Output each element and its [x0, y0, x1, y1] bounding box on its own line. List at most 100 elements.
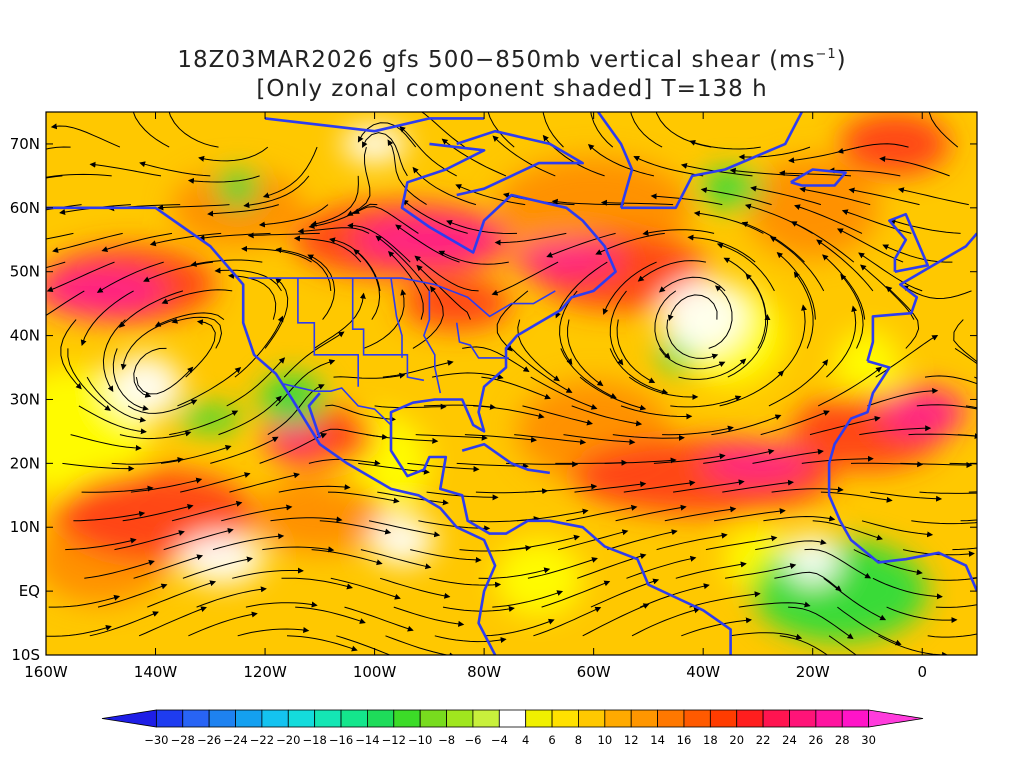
streamline: [333, 372, 406, 379]
streamline: [952, 547, 977, 551]
streamline: [46, 261, 115, 293]
colorbar-label: −22: [250, 733, 274, 747]
coastline: [827, 359, 977, 592]
streamline: [546, 232, 616, 258]
streamline: [658, 276, 726, 293]
streamline: [247, 232, 320, 239]
streamline: [574, 481, 647, 493]
streamline: [46, 624, 112, 637]
streamline: [207, 204, 279, 217]
streamline: [687, 234, 756, 263]
streamline: [623, 480, 696, 493]
colorbar-cell: [235, 709, 263, 728]
streamline: [122, 503, 194, 522]
colorbar-label: 4: [522, 733, 529, 747]
chart-title-line-2: [Only zonal component shaded] T=138 h: [256, 76, 768, 102]
colorbar-cell: [789, 709, 817, 728]
colorbar-cell: [551, 709, 579, 728]
streamline: [587, 144, 655, 177]
streamline: [616, 319, 656, 383]
streamline: [347, 222, 411, 263]
streamline: [487, 112, 515, 148]
streamline: [719, 370, 785, 407]
streamline: [264, 277, 289, 349]
streamline: [776, 252, 816, 320]
colorbar-cell: [287, 709, 316, 728]
streamline: [860, 264, 915, 320]
streamline: [853, 549, 923, 576]
streamline: [154, 312, 225, 327]
streamline: [729, 167, 802, 177]
streamline: [922, 577, 977, 581]
streamline: [816, 239, 874, 292]
streamline: [135, 366, 194, 395]
axis-ticks: [45, 112, 977, 656]
streamline: [89, 161, 162, 177]
streamline: [97, 583, 168, 608]
colorbar-label: −16: [329, 733, 353, 747]
streamline: [738, 601, 811, 608]
streamline: [62, 462, 135, 472]
streamline: [582, 603, 650, 637]
streamline: [522, 405, 593, 426]
streamline: [402, 199, 468, 234]
streamline: [778, 170, 852, 177]
streamline: [656, 532, 728, 551]
colorbar-cell: [393, 709, 421, 728]
streamline: [180, 472, 251, 493]
political-boundary: [455, 322, 509, 359]
political-boundary: [423, 290, 442, 394]
streamline: [185, 319, 216, 378]
streamline: [678, 358, 747, 380]
streamline: [232, 567, 304, 579]
shading-region: [369, 514, 435, 566]
colorbar-cell: [604, 709, 632, 728]
y-tick-label: 20N: [10, 454, 40, 472]
colorbar-cell: [736, 709, 764, 728]
streamline: [327, 491, 400, 504]
colorbar-label: 24: [782, 733, 797, 747]
streamline: [353, 206, 419, 234]
streamline: [730, 632, 803, 640]
political-boundary: [281, 382, 392, 426]
streamline: [214, 267, 282, 292]
streamline: [78, 405, 147, 435]
streamline: [626, 555, 697, 579]
colorbar-label: 18: [703, 733, 718, 747]
colorbar-cell: [182, 709, 210, 728]
colorbar-label: −18: [303, 733, 327, 747]
streamline: [187, 175, 260, 184]
shading-region: [878, 386, 967, 438]
streamline: [89, 611, 159, 637]
colorbar-cell: [762, 709, 790, 728]
streamline: [858, 252, 923, 292]
streamline: [118, 290, 184, 328]
colorbar-label: −20: [276, 733, 300, 747]
streamline: [432, 372, 504, 380]
colorbar-cell: [155, 709, 184, 728]
streamline: [114, 530, 185, 551]
streamline: [505, 461, 579, 468]
streamline: [541, 580, 611, 608]
streamline: [278, 484, 351, 493]
shading-region: [106, 354, 183, 419]
streamline: [609, 290, 627, 366]
streamline: [80, 290, 134, 346]
streamline: [138, 606, 207, 637]
streamline: [455, 184, 526, 206]
streamline: [590, 112, 614, 148]
streamline: [525, 483, 598, 493]
colorbar-cell: [314, 709, 342, 728]
streamline: [689, 591, 761, 608]
colorbar-label: −28: [171, 733, 195, 747]
streamline: [473, 405, 545, 419]
streamline: [971, 577, 977, 579]
y-tick-label: 10S: [11, 646, 40, 664]
chart-title-line-1: 18Z03MAR2026 gfs 500−850mb vertical shea…: [177, 47, 847, 73]
streamline: [837, 228, 904, 263]
streamline: [368, 520, 441, 538]
streamline: [711, 414, 782, 436]
political-boundary: [248, 277, 556, 318]
colorbar-label: −10: [408, 733, 432, 747]
